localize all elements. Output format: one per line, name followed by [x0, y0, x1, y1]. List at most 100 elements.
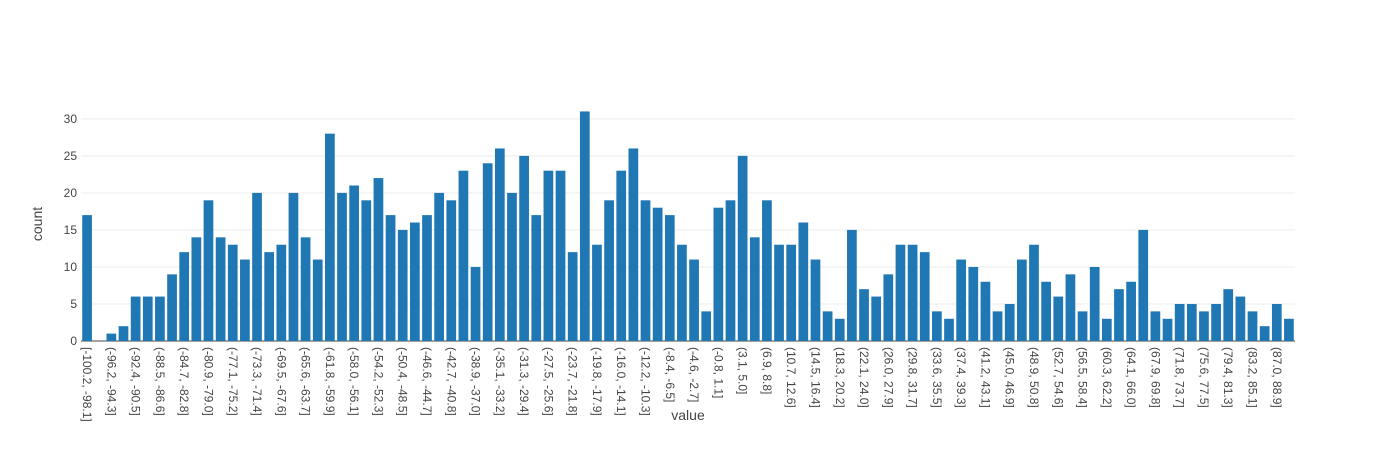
histogram-bar[interactable]	[713, 207, 724, 341]
histogram-bar[interactable]	[1211, 303, 1221, 341]
histogram-bar[interactable]	[543, 170, 554, 341]
histogram-bar[interactable]	[604, 200, 614, 341]
histogram-bar[interactable]	[252, 192, 262, 341]
histogram-bar[interactable]	[1004, 303, 1015, 341]
histogram-bar[interactable]	[689, 259, 699, 341]
histogram-bar[interactable]	[1053, 296, 1064, 341]
histogram-bar[interactable]	[871, 296, 882, 341]
histogram-bar[interactable]	[227, 244, 238, 341]
histogram-bar[interactable]	[1259, 326, 1270, 341]
histogram-bar[interactable]	[555, 170, 566, 341]
histogram-bar[interactable]	[397, 229, 408, 341]
histogram-bar[interactable]	[749, 237, 760, 341]
histogram-bar[interactable]	[883, 274, 894, 341]
histogram-bar[interactable]	[264, 252, 275, 341]
histogram-bar[interactable]	[1150, 311, 1161, 341]
histogram-bar[interactable]	[798, 222, 809, 341]
histogram-bar[interactable]	[1162, 318, 1173, 341]
histogram-bar[interactable]	[409, 222, 420, 341]
histogram-bar[interactable]	[1089, 266, 1100, 341]
histogram-bar[interactable]	[519, 155, 529, 341]
histogram-bar[interactable]	[834, 318, 845, 341]
histogram-bar[interactable]	[300, 237, 311, 341]
histogram-bar[interactable]	[167, 274, 177, 341]
histogram-bar[interactable]	[919, 252, 930, 341]
histogram-bar[interactable]	[859, 289, 869, 341]
histogram-bar[interactable]	[847, 229, 857, 341]
histogram-bar[interactable]	[215, 237, 226, 341]
histogram-bar[interactable]	[458, 170, 469, 341]
histogram-bar[interactable]	[494, 148, 505, 341]
histogram-bar[interactable]	[677, 244, 687, 341]
histogram-bar[interactable]	[1016, 259, 1027, 341]
histogram-bar[interactable]	[361, 200, 372, 341]
histogram-bar[interactable]	[1029, 244, 1039, 341]
histogram-bar[interactable]	[907, 244, 918, 341]
histogram-bar[interactable]	[1174, 303, 1185, 341]
histogram-bar[interactable]	[1271, 303, 1282, 341]
histogram-bar[interactable]	[664, 215, 675, 341]
histogram-bar[interactable]	[628, 148, 639, 341]
histogram-bar[interactable]	[337, 192, 347, 341]
histogram-bar[interactable]	[980, 281, 991, 341]
histogram-bar[interactable]	[434, 192, 444, 341]
histogram-bar[interactable]	[1247, 311, 1258, 341]
histogram-bar[interactable]	[446, 200, 457, 341]
histogram-bar[interactable]	[992, 311, 1003, 341]
histogram-bar[interactable]	[385, 215, 396, 341]
histogram-bar[interactable]	[786, 244, 797, 341]
histogram-bar[interactable]	[531, 215, 542, 341]
histogram-bar[interactable]	[1101, 318, 1112, 341]
histogram-bar[interactable]	[240, 259, 250, 341]
histogram-bar[interactable]	[373, 178, 384, 341]
histogram-bar[interactable]	[422, 215, 432, 341]
histogram-bar[interactable]	[191, 237, 202, 341]
histogram-bar[interactable]	[701, 311, 712, 341]
histogram-bar[interactable]	[968, 266, 979, 341]
histogram-bar[interactable]	[1114, 289, 1124, 341]
histogram-bar[interactable]	[737, 155, 748, 341]
histogram-bar[interactable]	[1138, 229, 1149, 341]
histogram-bar[interactable]	[1284, 318, 1294, 341]
x-tick-label: (33.6, 35.5]	[930, 347, 944, 408]
histogram-bar[interactable]	[106, 333, 117, 341]
histogram-bar[interactable]	[579, 111, 590, 341]
histogram-bar[interactable]	[470, 266, 481, 341]
histogram-bar[interactable]	[762, 200, 772, 341]
histogram-bar[interactable]	[956, 259, 967, 341]
histogram-bar[interactable]	[203, 200, 214, 341]
histogram-bar[interactable]	[507, 192, 517, 341]
histogram-bar[interactable]	[155, 296, 165, 341]
histogram-bar[interactable]	[1126, 281, 1136, 341]
histogram-bar[interactable]	[142, 296, 153, 341]
histogram-bar[interactable]	[822, 311, 833, 341]
histogram-bar[interactable]	[349, 185, 360, 341]
histogram-bar[interactable]	[312, 259, 323, 341]
histogram-bar[interactable]	[725, 200, 736, 341]
histogram-bar[interactable]	[895, 244, 906, 341]
histogram-bar[interactable]	[592, 244, 602, 341]
histogram-bar[interactable]	[1077, 311, 1088, 341]
histogram-bar[interactable]	[1065, 274, 1076, 341]
histogram-bar[interactable]	[932, 311, 942, 341]
histogram-bar[interactable]	[82, 215, 92, 341]
histogram-bar[interactable]	[179, 252, 190, 341]
histogram-bar[interactable]	[288, 192, 299, 341]
histogram-bar[interactable]	[276, 244, 287, 341]
histogram-bar[interactable]	[1223, 289, 1234, 341]
histogram-bar[interactable]	[482, 163, 493, 341]
histogram-bar[interactable]	[652, 207, 663, 341]
histogram-bar[interactable]	[1186, 303, 1197, 341]
histogram-bar[interactable]	[1199, 311, 1209, 341]
histogram-bar[interactable]	[640, 200, 651, 341]
histogram-bar[interactable]	[616, 170, 627, 341]
histogram-bar[interactable]	[1235, 296, 1246, 341]
histogram-bar[interactable]	[325, 133, 335, 341]
histogram-bar[interactable]	[1041, 281, 1051, 341]
histogram-bar[interactable]	[130, 296, 141, 341]
histogram-bar[interactable]	[118, 326, 129, 341]
histogram-bar[interactable]	[810, 259, 821, 341]
histogram-bar[interactable]	[567, 252, 578, 341]
histogram-bar[interactable]	[774, 244, 784, 341]
histogram-bar[interactable]	[944, 318, 954, 341]
